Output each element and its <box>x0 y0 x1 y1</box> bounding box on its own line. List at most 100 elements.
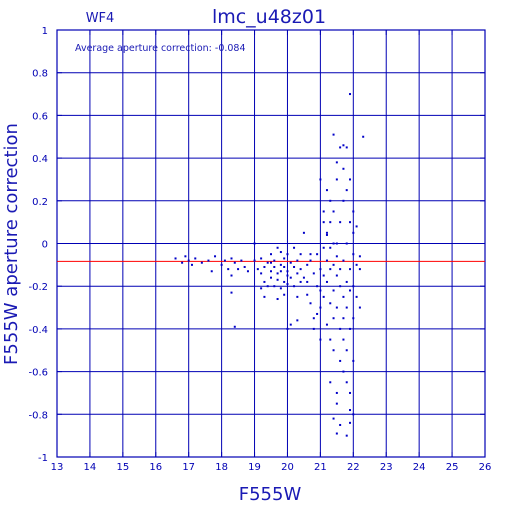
data-point-26 <box>260 257 263 260</box>
data-point-100 <box>332 317 335 320</box>
data-point-89 <box>325 323 328 326</box>
data-point-18 <box>233 325 236 328</box>
data-point-76 <box>312 317 315 320</box>
data-point-154 <box>325 233 328 236</box>
data-point-33 <box>270 276 272 279</box>
data-point-101 <box>332 242 335 245</box>
data-point-17 <box>230 291 233 294</box>
y-tick-label-9: 0.8 <box>32 69 48 80</box>
data-point-64 <box>296 319 299 322</box>
data-point-162 <box>319 338 322 341</box>
data-point-131 <box>345 146 348 149</box>
data-point-21 <box>246 270 249 273</box>
data-point-147 <box>355 295 358 298</box>
x-tick-label-13: 26 <box>479 462 492 473</box>
data-point-62 <box>283 293 286 296</box>
y-tick-label-10: 1 <box>42 26 48 37</box>
data-point-109 <box>335 432 338 435</box>
data-point-128 <box>345 189 348 192</box>
data-point-24 <box>256 268 259 271</box>
data-point-158 <box>349 421 352 424</box>
data-point-165 <box>309 253 312 256</box>
data-point-36 <box>273 259 276 262</box>
data-point-32 <box>270 253 272 256</box>
data-point-138 <box>349 409 352 412</box>
data-point-102 <box>332 210 335 213</box>
data-point-155 <box>329 221 332 224</box>
data-point-111 <box>332 133 335 136</box>
y-tick-labels: -1 -0.8 -0.6 -0.4 -0.2 0 0.2 0.4 0.6 0.8 1 <box>28 26 48 464</box>
data-point-68 <box>279 251 282 254</box>
y-axis-title: F555W aperture correction <box>1 123 22 365</box>
data-point-80 <box>319 289 322 292</box>
data-point-93 <box>329 302 332 305</box>
data-point-15 <box>233 261 236 264</box>
x-tick-label-8: 21 <box>314 462 327 473</box>
x-tick-label-0: 13 <box>51 462 64 473</box>
data-point-57 <box>299 253 302 256</box>
data-point-124 <box>342 167 345 170</box>
data-point-98 <box>332 263 335 266</box>
data-point-44 <box>283 280 286 283</box>
data-point-48 <box>286 283 289 286</box>
data-point-152 <box>358 306 361 309</box>
data-point-133 <box>349 327 352 330</box>
data-point-27 <box>263 280 266 283</box>
data-point-82 <box>319 306 322 309</box>
data-point-122 <box>342 317 345 320</box>
data-points <box>174 93 365 437</box>
x-tick-label-12: 25 <box>446 462 459 473</box>
data-point-168 <box>352 359 355 362</box>
data-point-61 <box>276 298 279 301</box>
data-point-69 <box>293 246 296 249</box>
data-point-35 <box>273 285 276 288</box>
data-point-29 <box>266 285 269 288</box>
data-point-114 <box>339 221 342 224</box>
data-point-86 <box>322 210 325 213</box>
data-point-46 <box>286 274 289 277</box>
data-point-54 <box>296 259 299 262</box>
y-tick-label-0: -1 <box>38 453 48 464</box>
data-point-55 <box>296 272 299 275</box>
data-point-6 <box>200 261 203 264</box>
data-point-137 <box>349 391 352 394</box>
data-point-59 <box>299 280 302 283</box>
data-point-11 <box>223 259 226 262</box>
data-point-51 <box>289 276 292 279</box>
data-point-96 <box>329 246 332 249</box>
data-point-139 <box>349 93 352 96</box>
data-point-63 <box>289 323 292 326</box>
data-point-103 <box>332 349 335 352</box>
y-tick-label-2: -0.6 <box>28 368 48 379</box>
data-point-127 <box>345 242 348 245</box>
data-point-88 <box>325 280 328 283</box>
data-point-56 <box>296 295 299 298</box>
data-point-38 <box>276 246 279 249</box>
data-point-87 <box>325 259 328 262</box>
data-point-7 <box>207 259 210 262</box>
data-point-166 <box>339 423 342 426</box>
data-point-108 <box>335 391 338 394</box>
data-point-45 <box>283 265 286 268</box>
data-point-151 <box>358 268 361 271</box>
data-point-79 <box>319 268 322 271</box>
data-point-23 <box>253 242 256 245</box>
data-point-105 <box>335 306 338 309</box>
data-point-167 <box>345 434 348 437</box>
data-point-13 <box>230 274 233 277</box>
data-point-19 <box>240 259 243 262</box>
y-tick-label-3: -0.4 <box>28 325 48 336</box>
data-point-90 <box>325 231 328 234</box>
data-point-148 <box>355 225 358 228</box>
data-point-110 <box>332 417 335 420</box>
x-tick-label-3: 16 <box>149 462 162 473</box>
data-point-99 <box>332 289 335 292</box>
x-tick-label-10: 23 <box>380 462 393 473</box>
x-tick-label-11: 24 <box>413 462 426 473</box>
data-point-126 <box>345 306 348 309</box>
data-point-92 <box>329 268 332 271</box>
y-tick-label-5: 0 <box>42 240 48 251</box>
data-point-42 <box>279 270 282 273</box>
data-point-10 <box>220 263 223 266</box>
data-point-3 <box>187 259 190 262</box>
